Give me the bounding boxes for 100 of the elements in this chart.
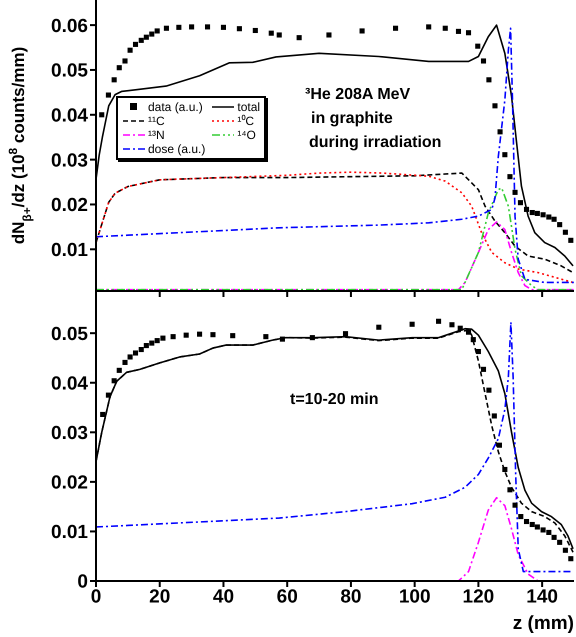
y-tick-label: 0.01 [51,522,88,544]
y-tick-label: 0.06 [51,16,88,37]
point [100,412,106,418]
y-tick-label: 0.05 [51,324,88,345]
point [568,556,574,562]
point [280,336,285,342]
x-tick-label: 40 [212,586,234,608]
point [530,210,535,216]
y-tick-label: 0.04 [51,106,88,127]
point [197,332,202,337]
point [252,28,258,34]
legend-label: ¹³N [148,128,165,142]
point [128,48,133,53]
x-tick-label: 60 [276,586,298,608]
annotation: t=10-20 min [290,391,378,409]
point [426,24,432,30]
point [512,502,518,508]
point [496,442,502,448]
point [230,333,236,338]
point [492,103,498,108]
point [546,214,552,220]
y-tick-label: 0.02 [51,472,88,494]
point [122,58,128,64]
point [466,330,472,335]
point [376,324,382,330]
point [116,65,122,70]
y-tick-label: 0.02 [51,195,88,216]
legend-label: ¹⁰C [237,114,254,128]
point [263,334,268,340]
point [502,466,508,472]
point [106,92,111,98]
point [204,24,210,30]
point [154,28,160,34]
point [106,392,111,398]
legend-label: data (a.u.) [148,100,203,114]
point [507,487,512,492]
x-tick-label: 80 [340,586,362,608]
point [557,540,562,545]
point [476,348,481,354]
point [492,413,497,418]
point [138,346,144,352]
point [486,77,492,82]
point [154,338,160,344]
point [410,322,415,327]
x-tick-label: 120 [462,586,494,608]
point [112,77,117,82]
point [475,44,480,49]
point [546,530,552,535]
annotation: ³He 208A MeV [305,86,410,104]
x-tick-label: 20 [149,586,170,608]
point [392,26,398,31]
point [530,522,535,528]
point [552,534,557,540]
point [534,524,540,530]
x-tick-label: 0 [90,586,102,608]
y-tick-label: 0 [77,572,88,593]
point [170,334,176,340]
point [116,368,122,373]
point [568,238,574,243]
point [112,378,117,384]
point [512,190,518,195]
point [149,340,154,346]
point [518,514,524,520]
point [132,42,138,47]
point [326,32,332,38]
point [540,212,546,218]
point [470,337,476,342]
legend-label: dose (a.u.) [148,142,206,156]
point [138,38,144,43]
point [128,354,133,360]
point [449,322,454,328]
point [480,58,486,64]
point [498,129,503,134]
point [122,360,128,365]
point [132,350,138,356]
point [562,230,568,235]
point [456,28,462,34]
point [442,26,448,31]
point [149,32,154,37]
point [236,26,242,32]
point [296,35,302,40]
point [466,30,472,36]
annotation: during irradiation [309,134,442,152]
point [220,24,226,30]
point [99,112,104,118]
x-tick-label: 100 [398,586,431,608]
point [524,518,530,524]
point [480,366,486,372]
point [176,24,182,30]
point [540,527,546,532]
point [160,336,166,341]
point [507,174,512,180]
x-tick-label: 140 [526,586,558,608]
point [164,26,169,31]
point [310,335,315,340]
point [144,343,149,348]
legend-label: total [237,100,260,114]
point [210,332,216,338]
y-tick-label: 0.01 [51,240,88,262]
point [436,318,442,324]
